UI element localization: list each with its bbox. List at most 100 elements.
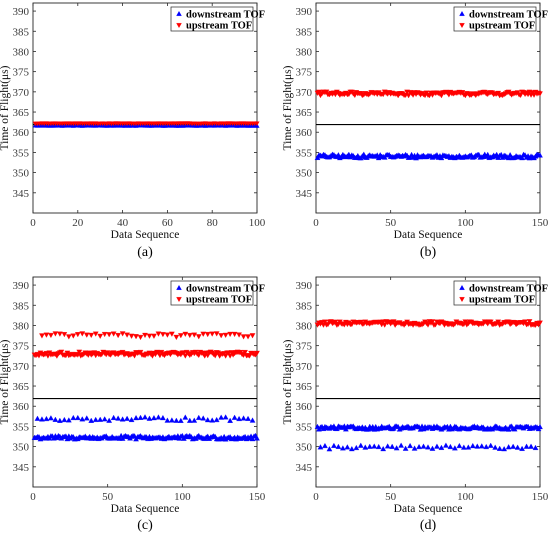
data-point [326, 446, 333, 452]
y-tick-label: 370 [13, 87, 30, 99]
data-point [169, 417, 175, 423]
data-point [74, 414, 81, 421]
data-point [254, 350, 260, 356]
data-point [240, 415, 247, 421]
data-point [146, 415, 153, 421]
data-point [249, 417, 256, 423]
data-point [61, 416, 68, 423]
x-tick-label: 20 [72, 217, 84, 229]
data-point [537, 423, 543, 430]
data-point [195, 414, 202, 420]
data-point [254, 435, 260, 441]
data-point [227, 417, 233, 423]
panel-label: (b) [420, 245, 437, 260]
data-point [52, 416, 59, 422]
data-point [79, 416, 86, 422]
data-point [43, 332, 50, 338]
y-tick-label: 385 [13, 26, 30, 38]
legend-marker-triangle-up-icon [176, 10, 182, 16]
data-point [496, 445, 503, 451]
y-axis-title: Time of Flight(μs) [0, 65, 11, 150]
data-point [323, 89, 330, 95]
series-upstream [32, 121, 260, 127]
data-point [119, 331, 126, 337]
data-point [92, 416, 99, 422]
data-point [115, 415, 121, 421]
data-point [58, 349, 65, 355]
data-point [76, 349, 83, 355]
data-point [34, 415, 41, 421]
data-point [523, 443, 530, 449]
chart-panel: 345 350 355 360 365 370 375 380 385 390 0 50 100 150 D… [282, 276, 549, 515]
data-point [137, 334, 144, 341]
data-point [83, 332, 90, 338]
x-tick-label: 150 [249, 491, 266, 503]
data-point [88, 332, 95, 339]
plot-frame [32, 276, 258, 488]
data-point [142, 332, 148, 339]
y-tick-label: 350 [13, 168, 30, 180]
data-point [128, 416, 135, 423]
data-point [519, 445, 525, 451]
legend-marker-triangle-down-icon [176, 297, 182, 303]
data-point [537, 152, 543, 158]
data-point [48, 332, 54, 339]
series-downstream [31, 414, 260, 442]
legend-label: upstream TOF [186, 295, 252, 306]
legend-marker-triangle-up-icon [459, 10, 465, 16]
data-point [83, 415, 90, 421]
data-point [43, 415, 50, 422]
y-tick-label: 355 [13, 147, 30, 159]
legend-marker-triangle-down-icon [459, 297, 465, 303]
y-tick-label: 345 [13, 462, 30, 474]
data-point [532, 444, 539, 450]
data-point [231, 414, 238, 420]
legend-label: upstream TOF [186, 21, 252, 32]
data-point [101, 416, 108, 422]
legend-box [453, 280, 537, 306]
x-tick-label: 150 [532, 491, 549, 503]
data-point [146, 333, 153, 339]
data-point [92, 331, 99, 337]
plot-frame [32, 2, 258, 214]
panel-label: (a) [137, 245, 153, 260]
data-point [469, 442, 476, 449]
y-tick-label: 350 [13, 442, 30, 454]
data-point [236, 415, 242, 422]
x-tick-label: 150 [532, 217, 549, 229]
data-point [478, 443, 485, 449]
y-tick-label: 350 [296, 168, 313, 180]
data-point [57, 331, 63, 337]
legend-box [453, 6, 537, 32]
x-axis-title: Data Sequence [394, 503, 463, 515]
y-tick-label: 365 [296, 381, 313, 393]
data-point [447, 443, 454, 450]
data-point [492, 444, 499, 450]
series-upstream [314, 319, 543, 328]
y-tick-label: 380 [13, 46, 30, 58]
data-point [384, 443, 391, 449]
data-point [254, 121, 260, 127]
data-point [344, 444, 351, 450]
data-point [240, 334, 247, 340]
data-point [425, 444, 431, 450]
data-point [420, 443, 427, 449]
data-point [200, 415, 207, 421]
y-tick-label: 370 [13, 361, 30, 373]
data-point [119, 416, 126, 422]
y-tick-label: 370 [296, 361, 313, 373]
x-tick-label: 0 [313, 491, 319, 503]
x-axis-title: Data Sequence [111, 503, 180, 515]
data-point [195, 334, 202, 340]
data-point [348, 446, 355, 452]
data-point [218, 333, 225, 339]
data-point [52, 331, 59, 337]
data-point [465, 444, 472, 450]
y-tick-label: 380 [13, 320, 30, 332]
data-point [164, 332, 171, 338]
data-point [487, 442, 494, 448]
data-point [434, 443, 440, 449]
